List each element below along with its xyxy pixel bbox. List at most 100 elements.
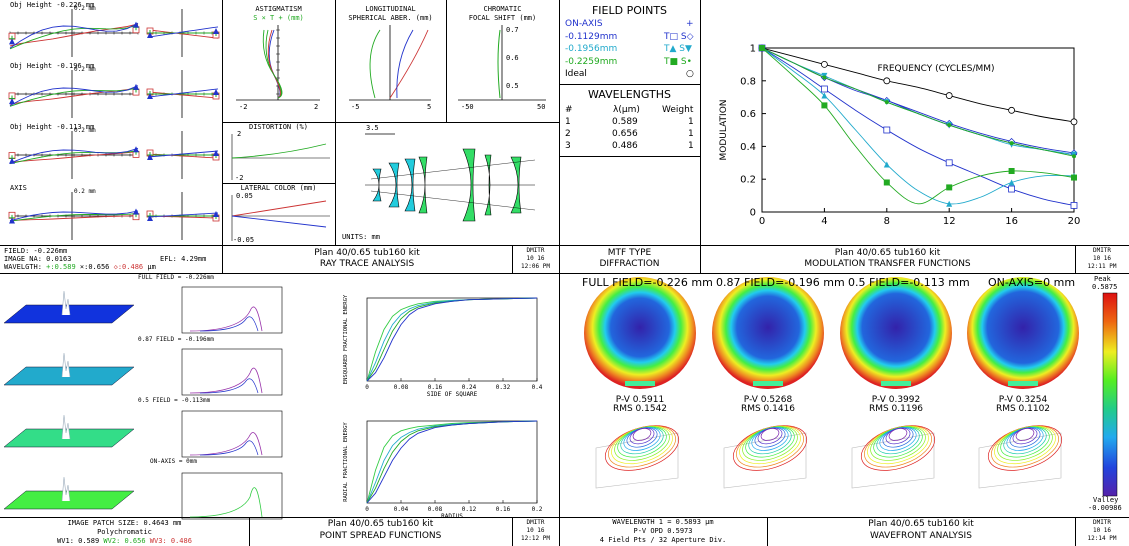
lateral-color-plot xyxy=(231,195,330,241)
psf-label-3: 0.5 FIELD = -0.113mm xyxy=(138,397,211,404)
chrom-tick-07: 0.7 xyxy=(506,26,519,34)
ray-fan-curve xyxy=(9,22,139,49)
ray-trace-subtitle: RAY TRACE ANALYSIS xyxy=(319,259,415,269)
ray-label-3: Obj Height -0.113 mm xyxy=(10,123,95,131)
divider-h-mid xyxy=(0,273,1129,274)
footer-image-na: IMAGE NA: 0.0163 xyxy=(4,255,72,263)
energy-x-tick-label: 0.04 xyxy=(394,506,409,513)
mtf-y-tick-label: 0.8 xyxy=(740,76,756,87)
mtf-type-label: MTF TYPE xyxy=(607,248,652,258)
astig-subtitle: S × T + (mm) xyxy=(253,14,304,22)
wf-stamp-user: DMITR xyxy=(1092,519,1112,526)
lat-curve xyxy=(231,200,327,217)
mtf-chart: 0 4 8 12 16 20 0 0.2 0.4 0.6 0.8 1 FREQUENCY (CYCLES… xyxy=(719,44,1080,228)
psf-label-1: FULL FIELD = -0.226mm xyxy=(138,274,214,281)
field-point-name: -0.1956mm xyxy=(565,44,618,54)
mtf-title: Plan 40/0.65 tub160 kit xyxy=(834,248,941,258)
distortion-plot xyxy=(231,134,330,180)
mtf-data-point xyxy=(822,75,827,80)
wf-header-3: 0.5 FIELD=-0.113 mm xyxy=(848,276,970,289)
psf-slice-curve xyxy=(199,378,259,394)
chromatic-plot xyxy=(458,25,546,101)
mtf-plot-frame xyxy=(761,47,1075,213)
field-point-name: -0.2259mm xyxy=(565,56,618,67)
psf-stamp-time: 12:12 PM xyxy=(521,535,550,542)
ray-fan-marker xyxy=(213,211,219,217)
wf-stamp-date: 10 16 xyxy=(1092,527,1112,534)
wavelength-cell: 0.486 xyxy=(612,141,638,151)
mtf-data-point xyxy=(1008,168,1015,174)
energy-x-tick-label: 0.2 xyxy=(532,506,543,513)
wf-valley-value: -0.00986 xyxy=(1088,504,1122,512)
mtf-data-point xyxy=(1008,185,1016,193)
wavelength-cell: 0.656 xyxy=(612,129,638,139)
long-curve xyxy=(369,29,381,99)
energy-x-axis-label: SIDE OF SQUARE xyxy=(427,391,478,398)
wl-head-weight: Weight xyxy=(662,105,694,115)
wf-rms-3: RMS 0.1196 xyxy=(868,404,924,414)
ray-fan-marker xyxy=(147,32,153,38)
wf-rms-4: RMS 0.1102 xyxy=(995,404,1051,414)
ray-stamp-user: DMITR xyxy=(526,247,545,254)
mtf-data-point xyxy=(883,179,890,186)
ray-fan-curve xyxy=(9,24,139,50)
mtf-data-point xyxy=(1070,118,1078,126)
chrom-tick-left: -50 xyxy=(461,103,474,111)
wf-pv-3: P-V 0.3992 xyxy=(871,395,921,405)
psf-slice-frame xyxy=(181,472,283,520)
wavefront-3d-contour xyxy=(760,428,780,441)
wavefront-color-scale xyxy=(1102,292,1118,497)
wavefront-map xyxy=(967,277,1079,389)
mtf-data-point xyxy=(1070,202,1078,209)
wavefront-map-notch xyxy=(625,381,655,386)
mtf-stamp-time: 12:11 PM xyxy=(1087,263,1117,270)
lens-element xyxy=(510,156,522,214)
wavefront-3d-contour xyxy=(888,428,908,441)
astig-curve xyxy=(267,29,281,99)
lens-element xyxy=(462,148,476,222)
energy-x-axis-label: RADIUS xyxy=(441,513,463,520)
wavefront-maps xyxy=(584,277,1118,497)
mtf-y-tick-label: 0.6 xyxy=(740,109,756,120)
ray-scale-3: 0.2 mm xyxy=(74,127,96,134)
ray-scale-4: 0.2 mm xyxy=(74,188,96,195)
field-point-name: Ideal xyxy=(565,69,587,79)
ray-fan-curve xyxy=(9,85,139,106)
energy-x-tick-label: 0 xyxy=(365,384,369,391)
wf-header-1: FULL FIELD=-0.226 mm xyxy=(582,276,713,289)
energy-x-tick-label: 0.32 xyxy=(496,384,511,391)
ray-fan-curve xyxy=(147,26,219,38)
chrom-subtitle: FOCAL SHIFT (mm) xyxy=(468,14,537,22)
lat-curve xyxy=(231,215,327,228)
mtf-x-tick-label: 4 xyxy=(821,216,827,227)
psf-subtitle: POINT SPREAD FUNCTIONS xyxy=(319,531,442,541)
energy-plot-frame xyxy=(366,297,538,382)
wl-head-num: # xyxy=(565,105,573,115)
wf-pv-4: P-V 0.3254 xyxy=(998,395,1048,405)
wavefront-map xyxy=(584,277,696,389)
mtf-y-tick-label: 0 xyxy=(750,208,756,219)
wf-subtitle: WAVEFRONT ANALYSIS xyxy=(870,531,972,541)
mtf-y-tick-label: 1 xyxy=(750,44,756,55)
field-point-symbols: T□ S◇ xyxy=(664,31,694,42)
lens-layout-diagram xyxy=(365,133,536,222)
psf-patch-size: IMAGE PATCH SIZE: 0.4643 mm xyxy=(67,519,182,527)
astig-tick-right: 2 xyxy=(314,103,319,111)
psf-stamp-date: 10 16 xyxy=(526,527,545,534)
energy-x-tick-label: 0.16 xyxy=(496,506,511,513)
lens-element xyxy=(404,158,416,212)
astigmatism-plot xyxy=(236,25,320,101)
energy-y-axis-label: ENSQUARED FRACTIONAL ENERGY xyxy=(343,294,349,384)
ray-fan-curve xyxy=(9,214,139,222)
wf-header-4: ON-AXIS=0 mm xyxy=(988,276,1076,289)
mtf-data-point xyxy=(821,102,828,109)
footer-efl: EFL: 4.29mm xyxy=(160,255,207,263)
field-point-symbols: ○ xyxy=(686,69,694,79)
lens-rays xyxy=(370,159,536,211)
wavelength-cell: 1 xyxy=(688,129,694,139)
wavefront-map xyxy=(712,277,824,389)
mtf-data-point xyxy=(1071,174,1077,181)
ray-fan-curve xyxy=(147,29,219,39)
chrom-tick-right: 50 xyxy=(537,103,546,111)
ray-stamp-time: 12:06 PM xyxy=(521,263,550,270)
